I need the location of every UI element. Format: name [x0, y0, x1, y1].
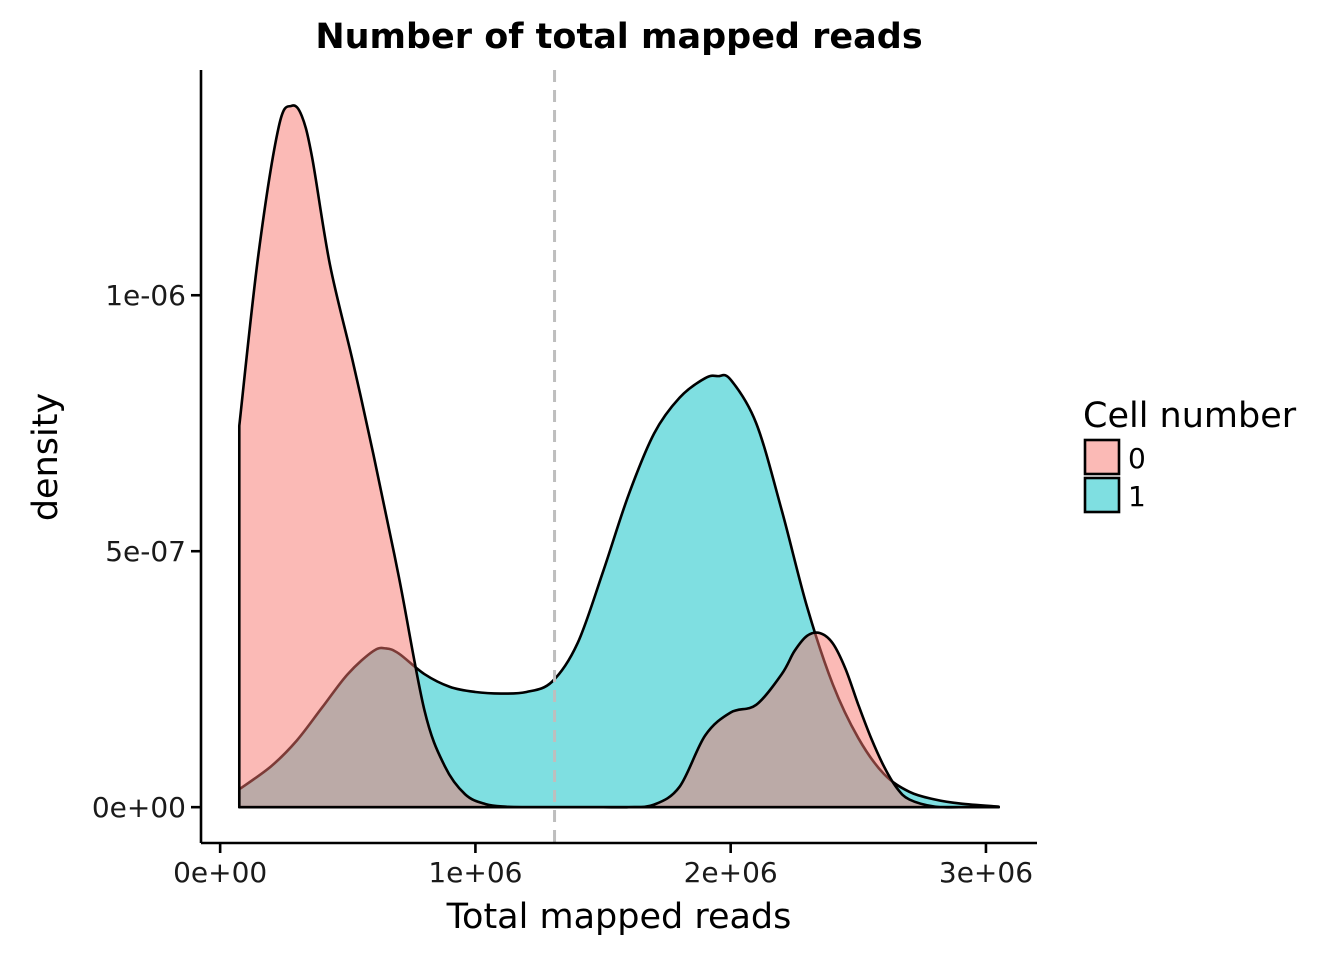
- x-tick-label: 0e+00: [173, 856, 267, 889]
- x-tick-label: 3e+06: [939, 856, 1033, 889]
- plot-area: [237, 70, 1001, 843]
- legend-label-0: 0: [1128, 442, 1146, 475]
- x-axis-ticks: 0e+00 1e+06 2e+06 3e+06: [173, 843, 1033, 889]
- legend-swatch-1: [1083, 476, 1121, 514]
- y-axis-ticks: 0e+00 5e-07 1e-06: [92, 279, 201, 824]
- legend-swatch-0: [1083, 438, 1121, 476]
- y-tick-label: 1e-06: [105, 279, 186, 312]
- x-axis-title: Total mapped reads: [446, 897, 792, 937]
- x-tick-label: 2e+06: [684, 856, 778, 889]
- series-layer: [237, 104, 1001, 809]
- chart-title: Number of total mapped reads: [315, 17, 922, 57]
- legend-label-1: 1: [1128, 480, 1146, 513]
- x-tick-label: 1e+06: [428, 856, 522, 889]
- density-area-series-0: [237, 104, 1001, 809]
- legend: Cell number 01: [1083, 396, 1297, 514]
- y-tick-label: 5e-07: [105, 535, 186, 568]
- y-axis-title: density: [26, 393, 66, 521]
- legend-items: 01: [1083, 438, 1146, 514]
- legend-title: Cell number: [1083, 396, 1297, 436]
- y-tick-label: 0e+00: [92, 791, 186, 824]
